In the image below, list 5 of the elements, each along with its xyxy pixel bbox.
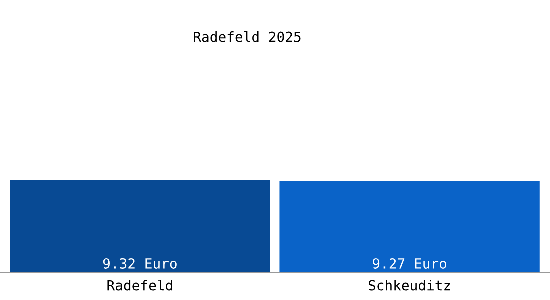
data-label: 9.32 Euro xyxy=(103,258,177,269)
x-tick-label: Radefeld xyxy=(108,280,172,291)
chart-title: Radefeld 2025 xyxy=(194,31,301,42)
x-tick-label: Schkeuditz xyxy=(368,280,450,291)
data-label: 9.27 Euro xyxy=(373,258,447,269)
